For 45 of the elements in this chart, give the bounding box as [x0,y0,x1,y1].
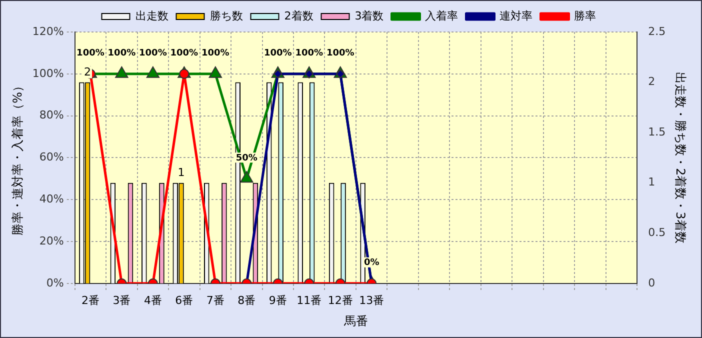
y2-tick-label: 0.5 [648,226,666,239]
y-tick-label: 80% [39,108,64,122]
x-tick-label: 7番 [206,294,224,307]
data-label: 100% [326,48,354,59]
x-tick-label: 12番 [328,294,353,307]
y2-axis-title: 出走数・勝ち数・2着数・3着数 [674,72,688,244]
x-tick-label: 3番 [112,294,131,307]
x-tick-label: 8番 [238,294,256,307]
legend-label: 勝率 [574,9,596,22]
data-label: 1 [178,166,185,180]
data-label: 100% [170,48,198,59]
x-tick-label: 11番 [296,294,322,307]
data-label: 100% [295,48,324,59]
y2-tick-label: 2.5 [648,24,666,38]
y-tick-label: 0% [46,276,64,290]
y2-tick-label: 2 [648,75,656,88]
data-label: 100% [108,48,136,59]
data-label: 100% [139,48,167,59]
data-label: 2 [84,66,92,79]
x-tick-label: 4番 [144,294,162,307]
y2-tick-label: 1.5 [648,125,666,138]
data-label: 100% [76,48,104,59]
x-tick-label: 6番 [175,294,194,307]
y-tick-label: 60% [39,150,64,164]
legend-label: 入着率 [425,9,458,22]
legend-label: 出走数 [135,9,168,22]
x-tick-label: 9番 [268,294,287,307]
legend-label: 3着数 [354,9,384,22]
legend-label: 連対率 [500,9,533,22]
data-label: 50% [236,153,258,164]
y-axis-title: 勝率・連対率・入着率（%） [10,80,24,236]
legend-label: 2着数 [284,9,314,22]
data-label: 0% [364,258,380,268]
y-tick-label: 20% [39,234,64,248]
y-tick-label: 100% [32,66,64,80]
y-tick-label: 120% [32,24,64,38]
x-axis-title: 馬番 [342,314,368,328]
x-tick-label: 2番 [81,294,100,307]
x-tick-label: 13番 [359,294,384,307]
y-tick-label: 40% [39,192,64,206]
legend-label: 勝ち数 [210,9,243,22]
data-label: 100% [264,48,292,59]
y2-tick-label: 1 [648,176,656,189]
y2-tick-label: 0 [648,276,656,290]
data-label: 100% [202,48,230,59]
